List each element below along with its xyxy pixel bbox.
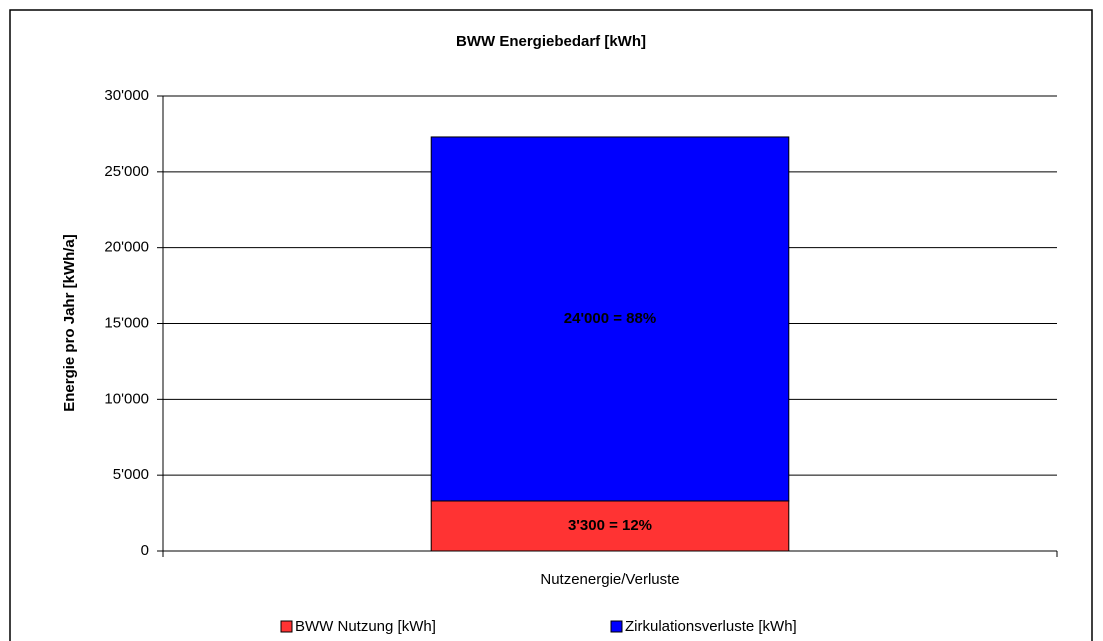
y-tick-label: 5'000 <box>113 466 149 483</box>
legend-swatch <box>280 620 293 633</box>
data-label: 24'000 = 88% <box>564 310 656 327</box>
chart-title: BWW Energiebedarf [kWh] <box>456 33 646 50</box>
legend-label: BWW Nutzung [kWh] <box>295 618 436 635</box>
y-tick-label: 25'000 <box>104 163 149 180</box>
data-label: 3'300 = 12% <box>568 517 652 534</box>
y-tick-label: 20'000 <box>104 239 149 256</box>
legend-label: Zirkulationsverluste [kWh] <box>625 618 797 635</box>
y-tick-label: 10'000 <box>104 390 149 407</box>
bar-segment <box>430 136 790 502</box>
y-axis-label: Energie pro Jahr [kWh/a] <box>61 234 78 412</box>
y-tick-label: 15'000 <box>104 314 149 331</box>
y-tick-label: 0 <box>141 542 149 559</box>
x-tick-label: Nutzenergie/Verluste <box>540 571 679 588</box>
y-tick-label: 30'000 <box>104 87 149 104</box>
legend-swatch <box>610 620 623 633</box>
